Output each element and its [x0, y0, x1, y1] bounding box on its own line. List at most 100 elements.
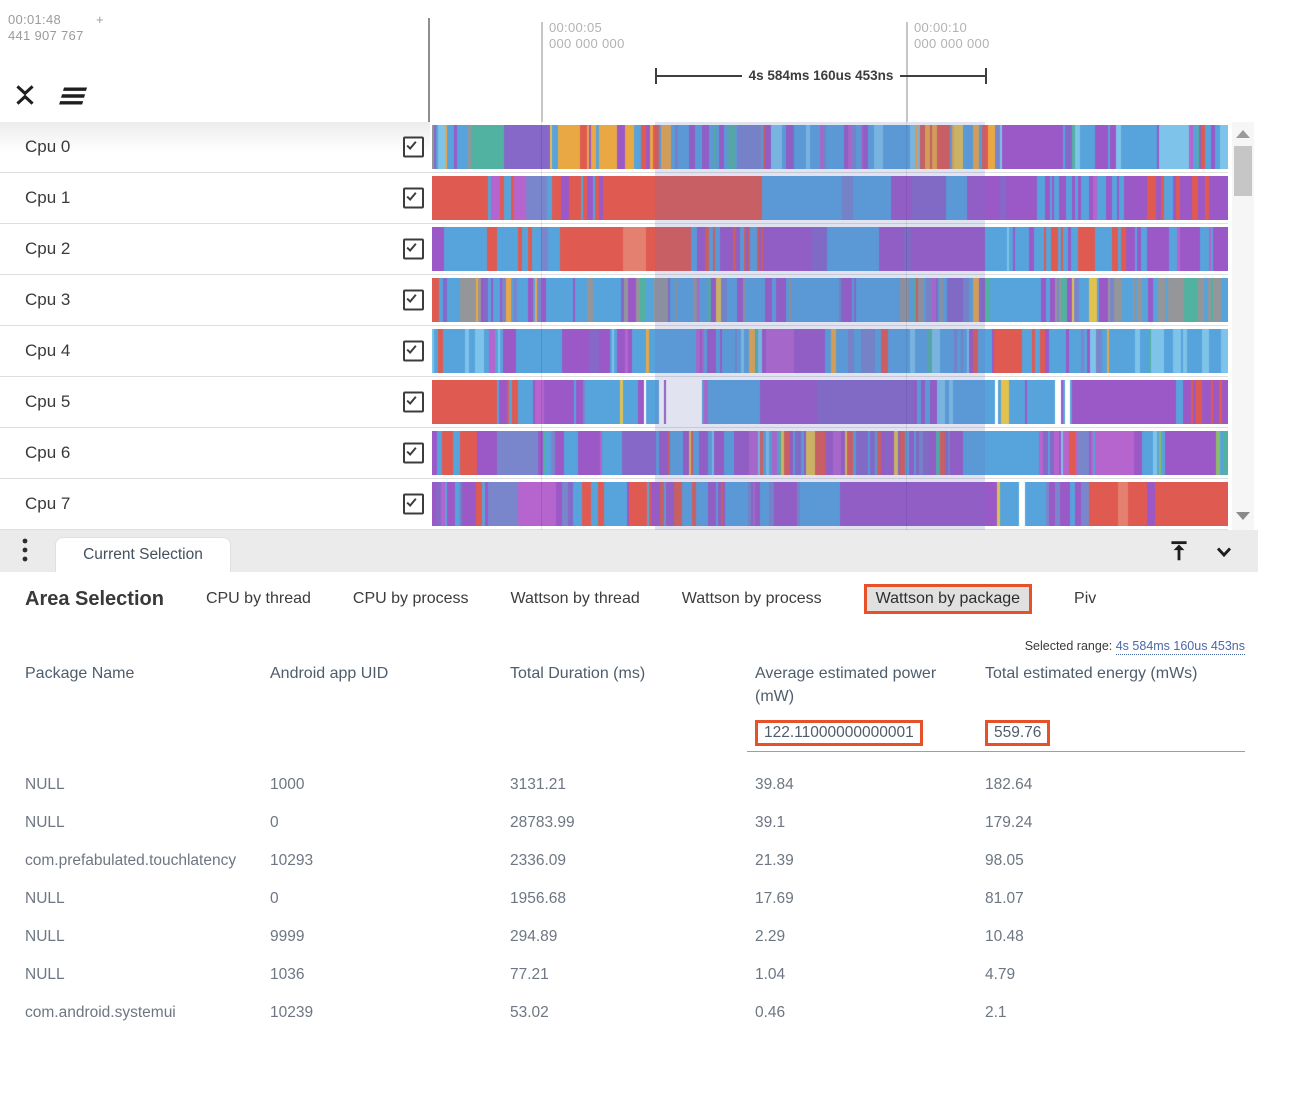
cpu-track[interactable]	[432, 176, 1228, 220]
track-checkbox[interactable]	[403, 289, 424, 311]
column-header[interactable]: Average estimated power (mW)	[755, 665, 937, 705]
selected-range-value[interactable]: 4s 584ms 160us 453ns	[1115, 639, 1245, 655]
cell-power: 1.04	[755, 965, 786, 983]
cell-power: 2.29	[755, 927, 786, 945]
table-row[interactable]: NULL 0 28783.99 39.1 179.24	[25, 803, 1245, 841]
cpu-track[interactable]	[432, 278, 1228, 322]
track-checkbox[interactable]	[403, 442, 424, 464]
cpu-track[interactable]	[432, 482, 1228, 526]
tab-wattson-by-process[interactable]: Wattson by process	[681, 590, 822, 607]
track-label: Cpu 2	[25, 239, 71, 258]
track-label: Cpu 1	[25, 188, 71, 207]
tab-pivot[interactable]: Piv	[1074, 590, 1097, 607]
tab-cpu-by-process[interactable]: CPU by process	[352, 590, 469, 607]
track-label: Cpu 0	[25, 137, 71, 156]
track-row-cpu4: Cpu 4	[0, 326, 1228, 377]
cell-duration: 3131.21	[510, 775, 567, 793]
cell-package: NULL	[25, 965, 65, 983]
track-label-cell[interactable]: Cpu 7	[0, 479, 430, 529]
track-label: Cpu 3	[25, 290, 71, 309]
sort-icon[interactable]	[54, 84, 88, 108]
tab-cpu-by-thread[interactable]: CPU by thread	[205, 590, 311, 607]
cell-uid: 9999	[270, 927, 305, 945]
tab-wattson-by-package[interactable]: Wattson by package	[863, 584, 1033, 614]
scrollbar-thumb[interactable]	[1234, 146, 1252, 196]
cell-duration: 28783.99	[510, 813, 575, 831]
timeline-ruler: 00:01:48 + 441 907 767 00:00:05 000 000 0…	[0, 0, 1300, 122]
track-label-cell[interactable]: Cpu 5	[0, 377, 430, 427]
cell-uid: 10293	[270, 851, 314, 869]
chevron-down-icon[interactable]	[1212, 540, 1236, 564]
column-header[interactable]: Android app UID	[270, 665, 389, 682]
wattson-package-table: Package Name Android app UID Total Durat…	[25, 662, 1245, 1031]
dock-to-top-icon[interactable]	[1166, 538, 1192, 564]
tab-current-selection[interactable]: Current Selection	[55, 537, 231, 572]
scroll-up-icon[interactable]	[1236, 130, 1250, 138]
track-label-cell[interactable]: Cpu 1	[0, 173, 430, 223]
cell-energy: 81.07	[985, 889, 1024, 907]
more-vert-icon[interactable]	[20, 536, 30, 566]
scroll-down-icon[interactable]	[1236, 512, 1250, 520]
cell-energy: 98.05	[985, 851, 1024, 869]
track-label-cell[interactable]: Cpu 2	[0, 224, 430, 274]
track-checkbox[interactable]	[403, 391, 424, 413]
table-row[interactable]: NULL 1036 77.21 1.04 4.79	[25, 955, 1245, 993]
trace-origin-plus: +	[96, 12, 104, 27]
track-checkbox[interactable]	[403, 187, 424, 209]
cell-energy: 182.64	[985, 775, 1033, 793]
track-label-cell[interactable]: Cpu 0	[0, 122, 430, 172]
cell-package: com.android.systemui	[25, 1003, 176, 1021]
tab-wattson-by-thread[interactable]: Wattson by thread	[510, 590, 640, 607]
table-row[interactable]: com.prefabulated.touchlatency 10293 2336…	[25, 841, 1245, 879]
track-checkbox[interactable]	[403, 340, 424, 362]
track-label-cell[interactable]: Cpu 3	[0, 275, 430, 325]
cpu-track[interactable]	[432, 125, 1228, 169]
cell-power: 39.1	[755, 813, 786, 831]
cell-uid: 10239	[270, 1003, 314, 1021]
track-checkbox[interactable]	[403, 238, 424, 260]
table-row[interactable]: NULL 0 1956.68 17.69 81.07	[25, 879, 1245, 917]
cell-power: 0.46	[755, 1003, 786, 1021]
area-selection-overlay[interactable]	[655, 122, 985, 530]
track-row-cpu1: Cpu 1	[0, 173, 1228, 224]
table-summary-row: 122.11000000000001 559.76	[25, 720, 1245, 746]
total-average-power: 122.11000000000001	[755, 720, 923, 746]
cell-uid: 0	[270, 889, 279, 907]
cpu-track[interactable]	[432, 329, 1228, 373]
cell-power: 39.84	[755, 775, 794, 793]
track-row-cpu3: Cpu 3	[0, 275, 1228, 326]
cell-uid: 1000	[270, 775, 305, 793]
cell-package: NULL	[25, 889, 65, 907]
cell-energy: 179.24	[985, 813, 1033, 831]
cell-duration: 294.89	[510, 927, 558, 945]
area-selection-header: Area Selection CPU by thread CPU by proc…	[25, 584, 1096, 614]
track-label: Cpu 7	[25, 494, 71, 513]
cell-duration: 77.21	[510, 965, 549, 983]
track-list: Cpu 0 Cpu 1 Cpu 2 Cpu 3	[0, 122, 1300, 530]
table-header-row: Package Name Android app UID Total Durat…	[25, 662, 1245, 708]
cell-energy: 2.1	[985, 1003, 1007, 1021]
track-label-cell[interactable]: Cpu 6	[0, 428, 430, 478]
panel-title: Area Selection	[25, 587, 164, 610]
cpu-track[interactable]	[432, 431, 1228, 475]
cell-duration: 2336.09	[510, 851, 567, 869]
track-label-cell[interactable]: Cpu 4	[0, 326, 430, 376]
column-header[interactable]: Total estimated energy (mWs)	[985, 665, 1198, 682]
trace-origin-fraction: 441 907 767	[8, 28, 84, 43]
track-row-cpu0: Cpu 0	[0, 122, 1228, 173]
cpu-track[interactable]	[432, 380, 1228, 424]
collapse-all-icon[interactable]	[12, 82, 38, 108]
track-checkbox[interactable]	[403, 493, 424, 515]
table-row[interactable]: com.android.systemui 10239 53.02 0.46 2.…	[25, 993, 1245, 1031]
table-row[interactable]: NULL 9999 294.89 2.29 10.48	[25, 917, 1245, 955]
range-marker-right-cap	[985, 68, 987, 84]
cell-duration: 1956.68	[510, 889, 567, 907]
cpu-track[interactable]	[432, 227, 1228, 271]
track-checkbox[interactable]	[403, 136, 424, 158]
column-header[interactable]: Package Name	[25, 665, 135, 682]
vertical-scrollbar[interactable]	[1232, 122, 1254, 530]
track-row-cpu6: Cpu 6	[0, 428, 1228, 479]
table-row[interactable]: NULL 1000 3131.21 39.84 182.64	[25, 765, 1245, 803]
track-label: Cpu 4	[25, 341, 71, 360]
column-header[interactable]: Total Duration (ms)	[510, 665, 646, 682]
